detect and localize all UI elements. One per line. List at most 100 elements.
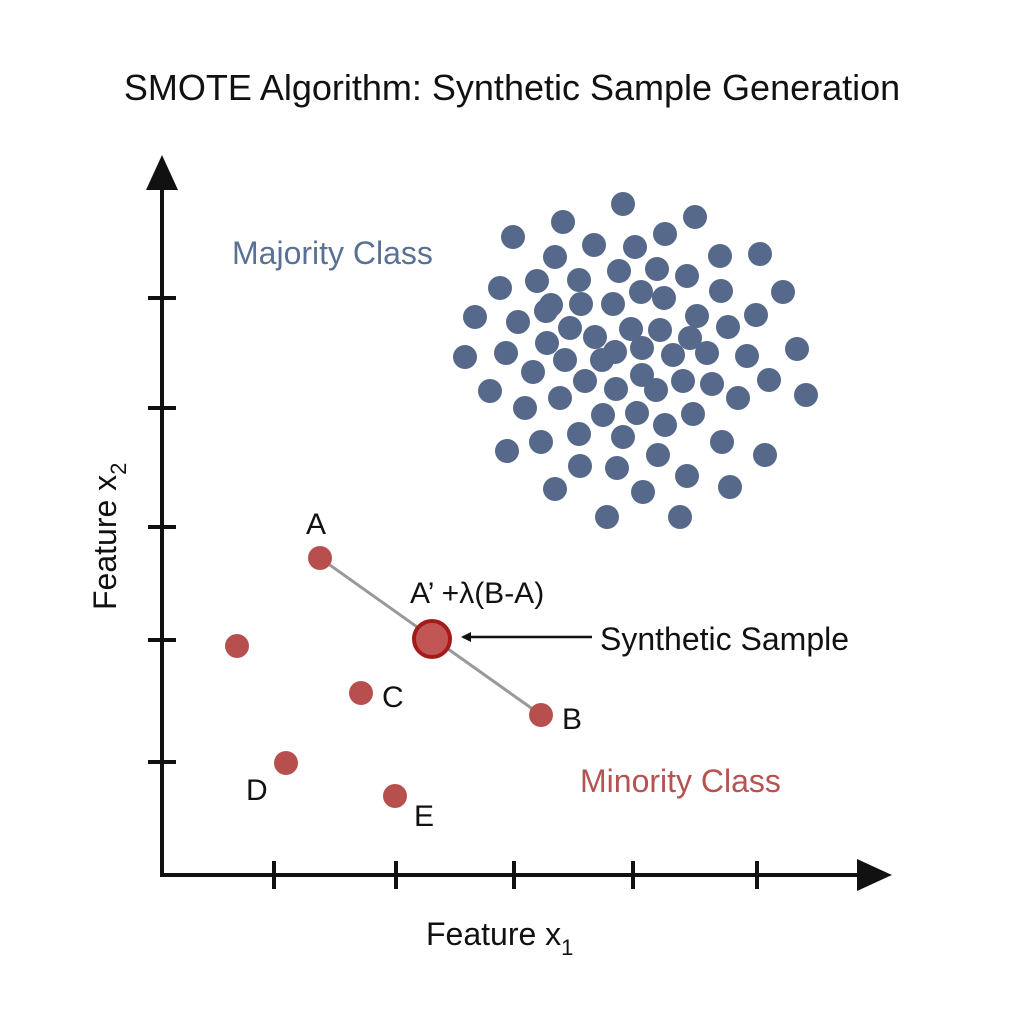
title: SMOTE Algorithm: Synthetic Sample Genera…: [124, 67, 900, 108]
label-d: D: [246, 774, 268, 807]
majority-point: [582, 233, 606, 257]
majority-point: [653, 222, 677, 246]
majority-point: [757, 368, 781, 392]
majority-point: [683, 205, 707, 229]
majority-point: [653, 413, 677, 437]
majority-point: [501, 225, 525, 249]
majority-point: [726, 386, 750, 410]
y-axis-label: Feature x2: [87, 463, 131, 610]
y-axis-label-text: Feature x: [87, 475, 123, 610]
majority-point: [716, 315, 740, 339]
majority-point: [675, 264, 699, 288]
majority-point: [591, 403, 615, 427]
minority-label: Minority Class: [580, 763, 781, 799]
majority-point: [630, 363, 654, 387]
point: [225, 634, 249, 658]
majority-point: [700, 372, 724, 396]
majority-point: [601, 292, 625, 316]
majority-point: [567, 268, 591, 292]
majority-point: [611, 425, 635, 449]
label-e: E: [414, 800, 434, 833]
majority-point: [553, 348, 577, 372]
majority-point: [771, 280, 795, 304]
majority-point: [525, 269, 549, 293]
majority-point: [685, 304, 709, 328]
majority-point: [595, 505, 619, 529]
majority-point: [573, 369, 597, 393]
majority-point: [661, 343, 685, 367]
majority-point: [748, 242, 772, 266]
majority-point: [604, 377, 628, 401]
majority-point: [735, 344, 759, 368]
point-b: [529, 703, 553, 727]
synthetic-point: [412, 619, 452, 659]
majority-point: [607, 259, 631, 283]
majority-point: [558, 316, 582, 340]
point-d: [274, 751, 298, 775]
label-c: C: [382, 681, 404, 714]
x-axis-arrow: [857, 859, 892, 891]
majority-point: [495, 439, 519, 463]
majority-point: [648, 318, 672, 342]
majority-point: [453, 345, 477, 369]
point-c: [349, 681, 373, 705]
majority-label: Majority Class: [232, 235, 433, 271]
point-a: [308, 546, 332, 570]
majority-point: [583, 325, 607, 349]
ticks: [148, 296, 759, 889]
majority-point: [646, 443, 670, 467]
point-e: [383, 784, 407, 808]
synthetic-label: Synthetic Sample: [600, 621, 849, 657]
majority-point: [603, 340, 627, 364]
majority-point: [652, 286, 676, 310]
majority-point: [543, 477, 567, 501]
majority-point: [478, 379, 502, 403]
minority-points: [225, 546, 553, 808]
majority-point: [629, 280, 653, 304]
majority-point: [623, 235, 647, 259]
majority-point: [551, 210, 575, 234]
x-axis-label: Feature x1: [426, 916, 573, 960]
majority-point: [567, 422, 591, 446]
majority-points: [453, 192, 818, 529]
majority-point: [611, 192, 635, 216]
x-axis-label-text: Feature x: [426, 916, 561, 952]
majority-point: [506, 310, 530, 334]
label-b: B: [562, 703, 582, 736]
majority-point: [708, 244, 732, 268]
majority-point: [521, 360, 545, 384]
majority-point: [630, 336, 654, 360]
label-a: A: [306, 508, 326, 541]
majority-point: [529, 430, 553, 454]
x-axis-subscript: 1: [561, 935, 573, 960]
majority-point: [534, 299, 558, 323]
majority-point: [668, 505, 692, 529]
majority-point: [681, 402, 705, 426]
synthetic-formula: A’ +λ(B-A): [410, 577, 544, 610]
majority-point: [569, 292, 593, 316]
majority-point: [671, 369, 695, 393]
majority-point: [631, 480, 655, 504]
majority-point: [675, 464, 699, 488]
majority-point: [605, 456, 629, 480]
majority-point: [744, 303, 768, 327]
majority-point: [645, 257, 669, 281]
majority-point: [710, 430, 734, 454]
majority-point: [535, 331, 559, 355]
majority-point: [488, 276, 512, 300]
y-axis-arrow: [146, 155, 178, 190]
majority-point: [794, 383, 818, 407]
majority-point: [644, 378, 668, 402]
majority-point: [709, 279, 733, 303]
majority-point: [625, 401, 649, 425]
majority-point: [548, 386, 572, 410]
majority-point: [513, 396, 537, 420]
majority-point: [785, 337, 809, 361]
majority-point: [568, 454, 592, 478]
majority-point: [543, 245, 567, 269]
majority-point: [753, 443, 777, 467]
majority-point: [695, 341, 719, 365]
majority-point: [494, 341, 518, 365]
